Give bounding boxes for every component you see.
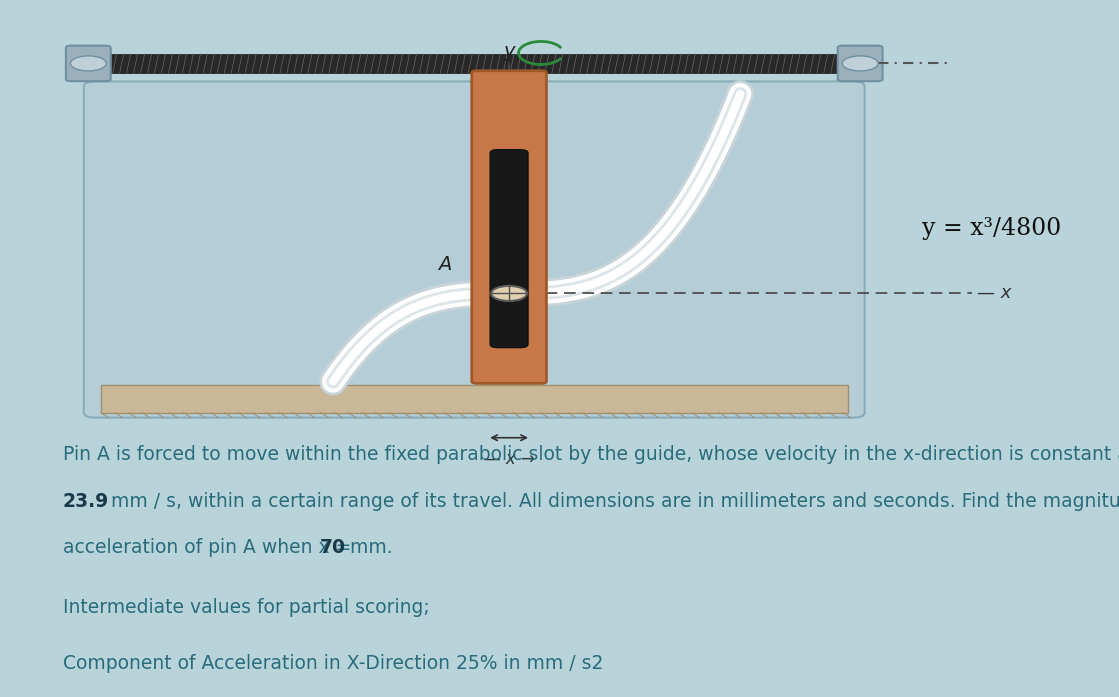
FancyBboxPatch shape [66,46,111,81]
Text: 23.9: 23.9 [63,492,109,511]
Circle shape [491,286,527,301]
Text: Pin A is forced to move within the fixed parabolic slot by the guide, whose velo: Pin A is forced to move within the fixed… [63,445,1119,464]
Text: 70: 70 [319,538,346,557]
Text: — x: — x [977,284,1012,302]
Text: mm / s, within a certain range of its travel. All dimensions are in millimeters : mm / s, within a certain range of its tr… [105,492,1119,511]
Text: y = x³/4800: y = x³/4800 [922,217,1062,240]
Text: acceleration of pin A when x =: acceleration of pin A when x = [63,538,357,557]
Text: y: y [504,43,515,61]
Bar [101,385,848,413]
Bar [105,54,843,72]
Text: mm.: mm. [344,538,393,557]
Text: — x →: — x → [483,450,535,468]
FancyBboxPatch shape [84,82,865,418]
FancyBboxPatch shape [838,46,883,81]
FancyBboxPatch shape [490,150,528,348]
FancyBboxPatch shape [472,70,546,383]
Text: A: A [438,254,451,274]
Circle shape [70,56,106,71]
Circle shape [843,56,878,71]
Text: Component of Acceleration in X-Direction 25% in mm / s2: Component of Acceleration in X-Direction… [63,654,603,673]
Text: Intermediate values for partial scoring;: Intermediate values for partial scoring; [63,598,430,618]
